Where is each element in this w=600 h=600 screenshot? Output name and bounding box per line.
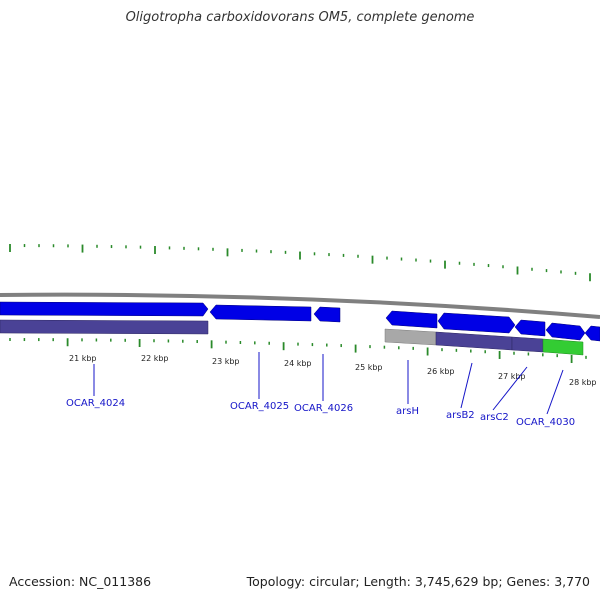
gene-label[interactable]: OCAR_4025 [230, 401, 289, 412]
ruler-label: 24 kbp [284, 359, 312, 368]
genome-backbone [0, 292, 600, 319]
ruler-label: 26 kbp [427, 367, 455, 376]
feature-block [542, 338, 584, 356]
gene-leader-lines [93, 352, 564, 415]
feature-block [384, 328, 437, 346]
gene-label[interactable]: OCAR_4024 [66, 398, 125, 409]
genome-summary-text: Topology: circular; Length: 3,745,629 bp… [246, 574, 590, 589]
cds-arrow [313, 306, 341, 323]
feature-block [0, 319, 209, 335]
cds-arrow [209, 304, 312, 322]
feature-track [0, 319, 584, 356]
ruler-tick-marks [9, 338, 587, 363]
cds-arrow [545, 322, 586, 341]
leader-line [546, 369, 564, 415]
outer-tick-marks [9, 244, 591, 282]
map-title: Oligotropha carboxidovorans OM5, complet… [125, 10, 475, 25]
ruler-label: 25 kbp [355, 363, 383, 372]
gene-label[interactable]: arsB2 [446, 410, 475, 421]
ruler-label: 22 kbp [141, 354, 169, 363]
cds-arrow [0, 301, 209, 317]
cds-arrow [584, 325, 600, 342]
cds-track [0, 301, 600, 342]
cds-arrow [514, 319, 546, 337]
cds-arrow [437, 312, 516, 334]
gene-label[interactable]: arsC2 [480, 412, 509, 423]
ruler-label: 21 kbp [69, 354, 97, 363]
ruler-label: 27 kbp [498, 372, 526, 381]
accession-text: Accession: NC_011386 [9, 574, 152, 589]
cds-arrow [385, 310, 438, 329]
ruler-label: 28 kbp [569, 378, 597, 387]
feature-block [511, 336, 544, 353]
ruler-labels: 21 kbp 22 kbp 23 kbp 24 kbp 25 kbp 26 kb… [69, 354, 597, 387]
leader-line [492, 366, 528, 411]
gene-label[interactable]: arsH [396, 406, 419, 417]
ruler-label: 23 kbp [212, 357, 240, 366]
feature-block [435, 331, 513, 351]
gene-labels: OCAR_4024 OCAR_4025 OCAR_4026 arsH arsB2… [66, 398, 575, 428]
gene-label[interactable]: OCAR_4026 [294, 403, 353, 414]
gene-label[interactable]: OCAR_4030 [516, 417, 575, 428]
leader-line [460, 362, 473, 409]
